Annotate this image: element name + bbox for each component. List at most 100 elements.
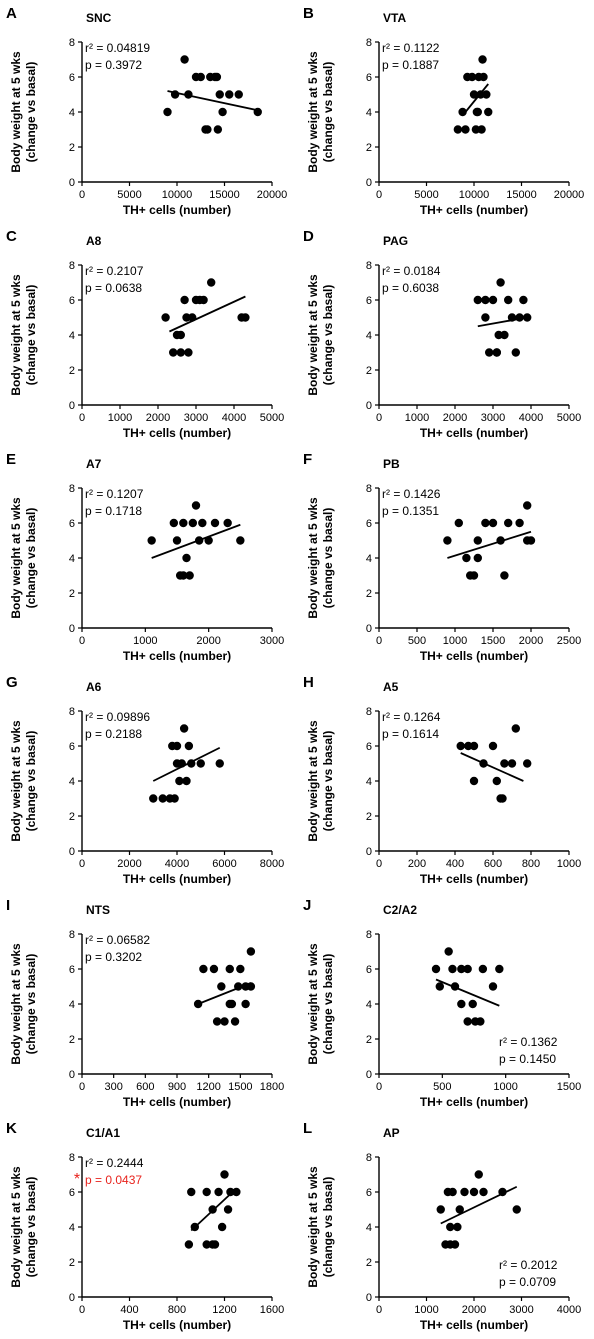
y-axis-label-line1: Body weight at 5 wks	[9, 274, 23, 396]
regression-line	[460, 752, 524, 782]
data-point	[431, 964, 441, 974]
data-point	[450, 982, 460, 991]
data-point	[498, 794, 507, 803]
x-tick-label: 20000	[257, 189, 288, 201]
panel-letter: E	[6, 451, 16, 468]
y-tick-label: 0	[366, 1069, 372, 1081]
x-axis-label: TH+ cells (number)	[420, 1318, 528, 1332]
y-axis-label-line2: (change vs basal)	[24, 508, 38, 609]
y-tick-label: 2	[69, 588, 75, 600]
y-tick-label: 0	[366, 1292, 372, 1304]
y-tick-label: 6	[69, 518, 75, 530]
y-tick-label: 2	[69, 811, 75, 823]
x-tick-label: 4000	[519, 412, 543, 424]
chart-panel-l: L AP 0 2 4 6 8 0 1000 2000 3000 4000 TH+ cells (numb…	[297, 1115, 594, 1338]
x-tick-label: 1000	[443, 635, 467, 647]
x-tick-label: 3000	[184, 412, 208, 424]
x-tick-label: 2500	[557, 635, 581, 647]
data-point	[511, 724, 520, 733]
panel-letter: K	[6, 1120, 17, 1137]
x-tick-label: 1000	[493, 1081, 517, 1093]
significance-marker: *	[74, 1171, 80, 1188]
data-point	[182, 776, 191, 786]
x-tick-label: 0	[79, 635, 85, 647]
y-tick-label: 8	[69, 37, 75, 49]
y-axis-label-line2: (change vs basal)	[24, 285, 38, 386]
x-tick-label: 400	[446, 858, 464, 870]
x-tick-label: 0	[79, 412, 85, 424]
r-squared-label: r² = 0.1362	[499, 1035, 558, 1049]
x-axis-label: TH+ cells (number)	[420, 1095, 528, 1109]
y-tick-label: 0	[69, 400, 75, 412]
data-point	[488, 295, 498, 305]
data-point	[177, 759, 186, 768]
x-tick-label: 0	[79, 1304, 85, 1316]
panel-title: PB	[383, 457, 400, 471]
chart-panel-a: A SNC 0 2 4 6 8 0 5000 10000 15000 20000 TH+ cells (…	[0, 0, 297, 223]
panel-title: SNC	[86, 11, 112, 25]
data-point	[477, 125, 486, 134]
data-point	[463, 1017, 472, 1026]
data-point	[187, 1187, 196, 1197]
data-point	[488, 741, 498, 751]
data-point	[217, 1222, 227, 1232]
data-point	[176, 348, 185, 357]
r-squared-label: r² = 0.0184	[382, 264, 441, 278]
x-tick-label: 1500	[228, 1081, 252, 1093]
x-axis-label: TH+ cells (number)	[420, 872, 528, 886]
x-tick-label: 0	[376, 635, 382, 647]
data-point	[232, 1187, 241, 1197]
data-point	[176, 330, 185, 340]
data-point	[481, 295, 490, 305]
chart-panel-j: J C2/A2 0 2 4 6 8 0 500 1000 1500 TH+ cells (number…	[297, 892, 594, 1115]
y-tick-label: 0	[366, 846, 372, 858]
y-tick-label: 6	[69, 1187, 75, 1199]
scatter-plot: D PAG 0 2 4 6 8 0 1000 2000 3000 4000 5000 TH+ cells …	[303, 228, 581, 440]
panel-letter: J	[303, 897, 311, 914]
p-value-label: p = 0.6038	[382, 281, 439, 295]
data-point	[217, 982, 226, 991]
data-point	[435, 982, 444, 991]
data-point	[210, 518, 220, 528]
data-point	[473, 536, 482, 545]
data-point	[175, 776, 184, 786]
x-axis-label: TH+ cells (number)	[123, 1318, 231, 1332]
x-tick-label: 1500	[557, 1081, 581, 1093]
r-squared-label: r² = 0.1426	[382, 487, 441, 501]
x-tick-label: 0	[79, 858, 85, 870]
data-point	[444, 947, 453, 956]
data-point	[481, 313, 490, 322]
regression-line	[461, 83, 489, 117]
data-point	[191, 501, 201, 510]
data-point	[234, 982, 243, 991]
x-axis-label: TH+ cells (number)	[123, 872, 231, 886]
r-squared-label: r² = 0.1122	[382, 41, 440, 55]
y-tick-label: 0	[366, 177, 372, 189]
data-point	[196, 72, 205, 82]
data-point	[182, 553, 191, 563]
data-point	[204, 536, 213, 545]
y-tick-label: 2	[366, 1034, 372, 1046]
x-tick-label: 4000	[165, 858, 189, 870]
r-squared-label: r² = 0.04819	[85, 41, 150, 55]
x-tick-label: 0	[376, 1304, 382, 1316]
data-point	[246, 982, 256, 991]
regression-line	[447, 530, 532, 559]
x-tick-label: 500	[408, 635, 426, 647]
chart-panel-g: G A6 0 2 4 6 8 0 2000 4000 6000 8000 TH+ cells (numb…	[0, 669, 297, 892]
panel-letter: I	[6, 897, 10, 914]
chart-panel-h: H A5 0 2 4 6 8 0 200 400 600 800 1000 TH+ cells (numb…	[297, 669, 594, 892]
data-point	[236, 964, 245, 974]
y-tick-label: 0	[69, 846, 75, 858]
y-tick-label: 2	[366, 588, 372, 600]
panel-letter: D	[303, 228, 314, 245]
x-tick-label: 6000	[212, 858, 236, 870]
y-tick-label: 2	[366, 811, 372, 823]
x-tick-label: 1200	[196, 1081, 220, 1093]
data-point	[492, 776, 501, 786]
panel-title: C2/A2	[383, 903, 417, 917]
y-tick-label: 0	[366, 400, 372, 412]
x-tick-label: 600	[484, 858, 502, 870]
data-point	[199, 295, 208, 305]
x-tick-label: 5000	[557, 412, 581, 424]
